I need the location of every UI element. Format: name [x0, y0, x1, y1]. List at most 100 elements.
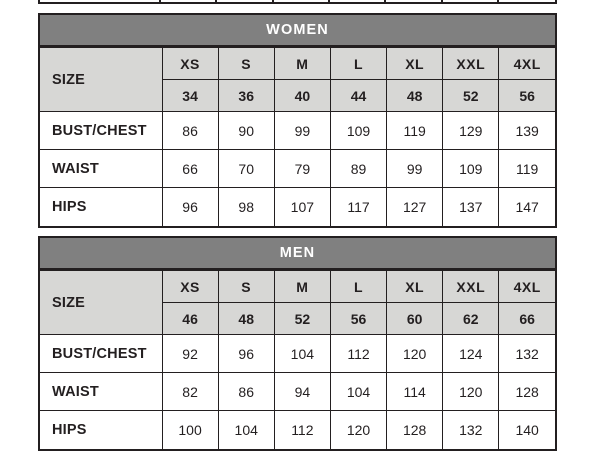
measure-cell: 139 — [498, 111, 555, 150]
measure-cell: 137 — [442, 187, 500, 226]
size-number-cell: 34 — [162, 79, 219, 112]
size-letter-cell: L — [329, 47, 388, 80]
measure-cell: 86 — [217, 372, 275, 411]
measure-cell: 120 — [386, 334, 444, 373]
measure-cell: 104 — [217, 410, 275, 449]
measure-cell: 147 — [498, 187, 555, 226]
clipped-cell — [386, 0, 443, 2]
measure-cell: 86 — [161, 111, 219, 150]
table-row: BUST/CHEST 86 90 99 109 119 129 139 — [40, 111, 555, 150]
size-letter-cell: M — [273, 47, 331, 80]
measure-cell: 89 — [329, 149, 388, 188]
measure-cell: 82 — [161, 372, 219, 411]
size-table-men: MEN SIZE XS S M L XL XXL 4XL 46 48 52 56… — [38, 236, 557, 451]
clipped-cell — [217, 0, 274, 2]
size-letter-cell: XS — [161, 47, 219, 80]
size-number-cell: 56 — [498, 79, 555, 112]
measure-cell: 129 — [442, 111, 500, 150]
measure-cell: 109 — [442, 149, 500, 188]
table-row: WAIST 66 70 79 89 99 109 119 — [40, 149, 555, 188]
size-letter-cell: XS — [161, 270, 219, 303]
size-letter-cell: 4XL — [498, 270, 555, 303]
measure-cell: 100 — [161, 410, 219, 449]
size-number-cell: 44 — [329, 79, 388, 112]
measure-cell: 96 — [217, 334, 275, 373]
measure-cell: 99 — [386, 149, 444, 188]
measure-cell: 98 — [217, 187, 275, 226]
size-table-women: WOMEN SIZE XS S M L XL XXL 4XL 34 36 40 … — [38, 13, 557, 228]
row-header-size: SIZE — [40, 270, 163, 335]
women-grid: SIZE XS S M L XL XXL 4XL 34 36 40 44 48 … — [40, 47, 555, 226]
size-number-cell: 36 — [217, 79, 275, 112]
measure-cell: 119 — [386, 111, 444, 150]
measure-cell: 107 — [273, 187, 331, 226]
size-number-cell: 46 — [162, 302, 219, 335]
size-letter-cell: XXL — [442, 270, 500, 303]
row-header-measure: BUST/CHEST — [40, 111, 163, 150]
measure-cell: 128 — [498, 372, 555, 411]
measure-cell: 92 — [161, 334, 219, 373]
row-header-measure: WAIST — [40, 149, 163, 188]
row-header-measure: HIPS — [40, 187, 163, 226]
table-row: HIPS 100 104 112 120 128 132 140 — [40, 410, 555, 449]
measure-cell: 99 — [273, 111, 331, 150]
table-row-size-letters: SIZE XS S M L XL XXL 4XL — [40, 47, 555, 112]
measure-cell: 94 — [273, 372, 331, 411]
size-number-cell: 66 — [498, 302, 555, 335]
clipped-cell — [499, 0, 555, 2]
size-letter-cell: S — [217, 270, 275, 303]
size-number-cell: 48 — [217, 302, 275, 335]
clipped-table-above — [38, 0, 557, 4]
size-number-cell: 40 — [273, 79, 331, 112]
size-number-cell: 62 — [442, 302, 500, 335]
clipped-cell — [161, 0, 218, 2]
size-letter-cell: L — [329, 270, 388, 303]
row-header-measure: BUST/CHEST — [40, 334, 163, 373]
measure-cell: 124 — [442, 334, 500, 373]
men-grid: SIZE XS S M L XL XXL 4XL 46 48 52 56 60 … — [40, 270, 555, 449]
size-number-cell: 60 — [386, 302, 444, 335]
measure-cell: 112 — [273, 410, 331, 449]
measure-cell: 104 — [273, 334, 331, 373]
measure-cell: 132 — [498, 334, 555, 373]
table-title-men: MEN — [40, 238, 555, 270]
measure-cell: 79 — [273, 149, 331, 188]
measure-cell: 128 — [386, 410, 444, 449]
table-row: HIPS 96 98 107 117 127 137 147 — [40, 187, 555, 226]
measure-cell: 140 — [498, 410, 555, 449]
measure-cell: 120 — [442, 372, 500, 411]
measure-cell: 90 — [217, 111, 275, 150]
size-number-cell: 48 — [386, 79, 444, 112]
clipped-cell — [443, 0, 499, 2]
table-row-size-letters: SIZE XS S M L XL XXL 4XL — [40, 270, 555, 335]
clipped-cell — [330, 0, 387, 2]
measure-cell: 112 — [329, 334, 388, 373]
clipped-cell — [40, 0, 162, 2]
measure-cell: 109 — [329, 111, 388, 150]
measure-cell: 132 — [442, 410, 500, 449]
size-number-cell: 52 — [442, 79, 500, 112]
measure-cell: 127 — [386, 187, 444, 226]
measure-cell: 104 — [329, 372, 388, 411]
measure-cell: 70 — [217, 149, 275, 188]
size-letter-cell: XXL — [442, 47, 500, 80]
size-letter-cell: M — [273, 270, 331, 303]
measure-cell: 114 — [386, 372, 444, 411]
table-title-women: WOMEN — [40, 15, 555, 47]
size-letter-cell: XL — [386, 47, 444, 80]
measure-cell: 120 — [329, 410, 388, 449]
measure-cell: 117 — [329, 187, 388, 226]
measure-cell: 66 — [161, 149, 219, 188]
size-letter-cell: XL — [386, 270, 444, 303]
row-header-measure: WAIST — [40, 372, 163, 411]
measure-cell: 119 — [498, 149, 555, 188]
size-number-cell: 56 — [329, 302, 388, 335]
measure-cell: 96 — [161, 187, 219, 226]
size-number-cell: 52 — [273, 302, 331, 335]
row-header-measure: HIPS — [40, 410, 163, 449]
size-letter-cell: 4XL — [498, 47, 555, 80]
table-row: BUST/CHEST 92 96 104 112 120 124 132 — [40, 334, 555, 373]
row-header-size: SIZE — [40, 47, 163, 112]
size-letter-cell: S — [217, 47, 275, 80]
